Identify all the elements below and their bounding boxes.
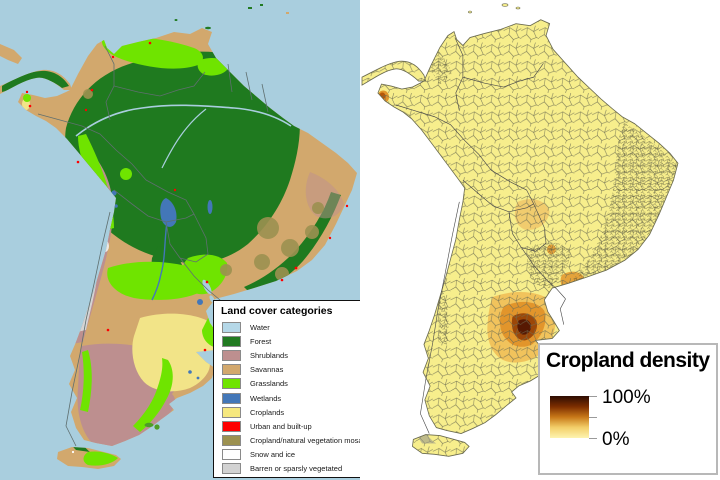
legend-color-swatch xyxy=(222,420,241,432)
patagonia-coast-grassland xyxy=(133,358,173,432)
legend-item-label: Croplands xyxy=(250,407,285,417)
legend-item-label: Water xyxy=(250,322,270,332)
legend-item: Water xyxy=(222,320,360,334)
land-cover-legend-items: Water Forest Shrublands Savannas xyxy=(222,320,360,476)
legend-item-label: Shrublands xyxy=(250,350,288,360)
country-borders xyxy=(395,37,566,434)
caribbean-island xyxy=(286,12,289,14)
legend-item: Shrublands xyxy=(222,348,360,362)
legend-item: Wetlands xyxy=(222,391,360,405)
legend-color-swatch xyxy=(222,378,241,390)
legend-color-swatch xyxy=(222,463,241,475)
legend-color-swatch xyxy=(222,435,241,447)
panama-forest xyxy=(2,70,69,92)
north-argentina-grassland xyxy=(107,261,207,300)
country-borders xyxy=(37,45,269,447)
legend-item: Forest xyxy=(222,334,360,348)
legend-color-swatch xyxy=(222,349,241,361)
beni-grassland xyxy=(120,168,132,180)
cropland-density-map-pane: Cropland density 100% 0% xyxy=(360,0,720,480)
pampas-croplands xyxy=(132,313,217,392)
land-cover-legend-title: Land cover categories xyxy=(221,305,333,317)
legend-color-swatch xyxy=(222,335,241,347)
cropland-density-legend: Cropland density 100% 0% xyxy=(538,343,718,475)
northeast-brazil-dense xyxy=(562,122,678,309)
reservoir xyxy=(207,200,213,214)
legend-color-swatch xyxy=(222,449,241,461)
paraguay-river xyxy=(151,215,169,301)
gradient-tick-top xyxy=(589,396,597,397)
gradient-tick-middle xyxy=(589,417,597,418)
islands xyxy=(468,3,521,14)
ibera-wetland xyxy=(197,299,203,305)
legend-color-swatch xyxy=(222,406,241,418)
land-cover-map xyxy=(0,0,360,480)
falkland-islands xyxy=(154,424,160,430)
caribbean-island xyxy=(260,4,263,6)
legend-item: Cropland/natural vegetation mosa xyxy=(222,434,360,448)
pantanal-wetland xyxy=(160,198,177,227)
density-max-label: 100% xyxy=(602,387,651,408)
lake-poopo xyxy=(114,204,118,208)
mosaic-layer xyxy=(83,89,324,281)
urban-dots xyxy=(25,41,349,352)
tierra-del-fuego-grassland xyxy=(83,451,118,466)
madeira-river xyxy=(161,108,207,169)
legend-color-swatch xyxy=(222,364,241,376)
falkland-islands xyxy=(144,422,154,428)
legend-color-swatch xyxy=(222,321,241,333)
islands xyxy=(144,4,289,430)
laguna xyxy=(188,370,192,374)
legend-item: Grasslands xyxy=(222,377,360,391)
land-cover-map-pane: Land cover categories Water Forest xyxy=(0,0,360,480)
wetland-layer xyxy=(75,104,292,380)
legend-item-label: Forest xyxy=(250,336,272,346)
trinidad-island xyxy=(205,26,211,30)
density-min-label: 0% xyxy=(602,429,630,450)
legend-item: Snow and ice xyxy=(222,448,360,462)
margarita-island xyxy=(174,19,178,21)
legend-item-label: Grasslands xyxy=(250,379,288,389)
cropland-density-legend-title: Cropland density xyxy=(546,349,710,372)
ecuador-grassland xyxy=(23,94,31,102)
land-cover-legend: Land cover categories Water Forest xyxy=(213,300,360,478)
legend-item-label: Savannas xyxy=(250,365,284,375)
legend-item: Croplands xyxy=(222,405,360,419)
legend-item-label: Wetlands xyxy=(250,393,282,403)
legend-item-label: Cropland/natural vegetation mosa xyxy=(250,436,360,446)
legend-item: Savannas xyxy=(222,363,360,377)
amazon-river xyxy=(75,104,292,137)
laguna xyxy=(196,376,200,380)
legend-item-label: Urban and built-up xyxy=(250,421,312,431)
gradient-tick-bottom xyxy=(589,438,597,439)
legend-item: Barren or sparsly vegetated xyxy=(222,462,360,476)
legend-color-swatch xyxy=(222,392,241,404)
amazon-forest xyxy=(65,51,300,264)
density-gradient-bar xyxy=(550,396,589,438)
patagonia-andes-grassland xyxy=(80,350,92,412)
legend-item: Urban and built-up xyxy=(222,419,360,433)
caribbean-island xyxy=(248,7,252,9)
llanos-grassland xyxy=(101,37,203,69)
south-brazil-dense xyxy=(527,242,571,289)
legend-item-label: Snow and ice xyxy=(250,450,296,460)
legend-item-label: Barren or sparsly vegetated xyxy=(250,464,343,474)
